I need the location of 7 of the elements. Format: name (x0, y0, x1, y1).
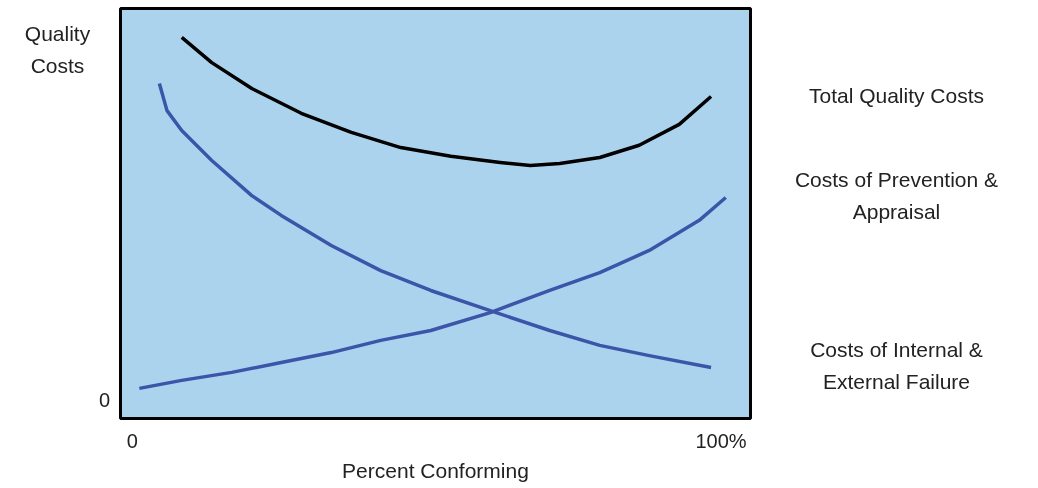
text: Costs of Prevention & Appraisal (793, 167, 1000, 225)
text: 0 (98, 388, 110, 413)
text: Total Quality Costs (807, 83, 986, 109)
x-axis-title: Percent Conforming (342, 458, 529, 482)
x-tick-label: 100% (695, 429, 747, 452)
y-axis-title: Quality Costs (23, 21, 92, 79)
text: Costs of Internal & External Failure (809, 337, 984, 395)
